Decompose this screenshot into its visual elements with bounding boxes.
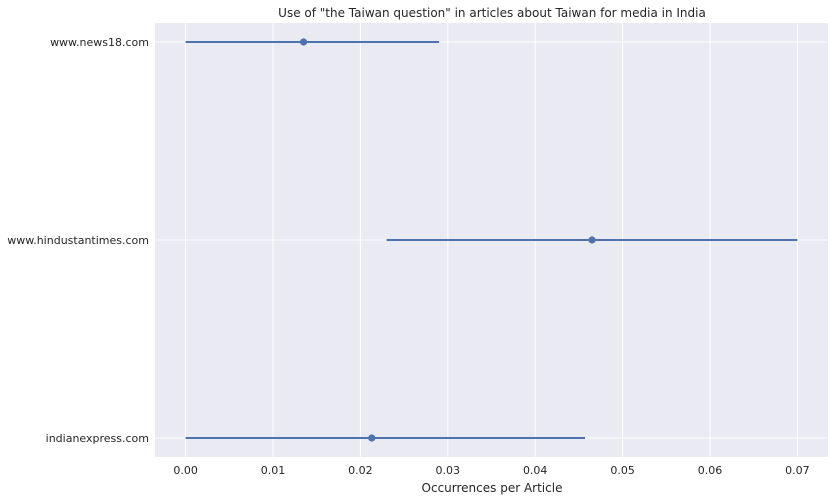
marks — [185, 38, 798, 442]
x-tick-labels: 0.00 0.01 0.02 0.03 0.04 0.05 0.06 0.07 — [173, 464, 809, 477]
chart-title: Use of "the Taiwan question" in articles… — [278, 6, 706, 20]
data-point — [299, 38, 308, 46]
x-axis-label: Occurrences per Article — [422, 481, 563, 495]
y-tick-label: www.news18.com — [50, 36, 149, 49]
data-point — [588, 236, 596, 244]
x-tick-label: 0.07 — [785, 464, 810, 477]
x-tick-label: 0.01 — [261, 464, 286, 477]
data-point — [368, 434, 376, 442]
x-tick-label: 0.03 — [436, 464, 461, 477]
y-tick-labels: www.news18.com www.hindustantimes.com indi… — [7, 36, 149, 445]
x-tick-label: 0.04 — [523, 464, 548, 477]
x-tick-label: 0.02 — [348, 464, 373, 477]
y-tick-label: www.hindustantimes.com — [7, 234, 149, 247]
x-tick-label: 0.00 — [173, 464, 198, 477]
y-tick-label: indianexpress.com — [46, 432, 149, 445]
x-tick-label: 0.06 — [698, 464, 723, 477]
x-tick-label: 0.05 — [610, 464, 635, 477]
